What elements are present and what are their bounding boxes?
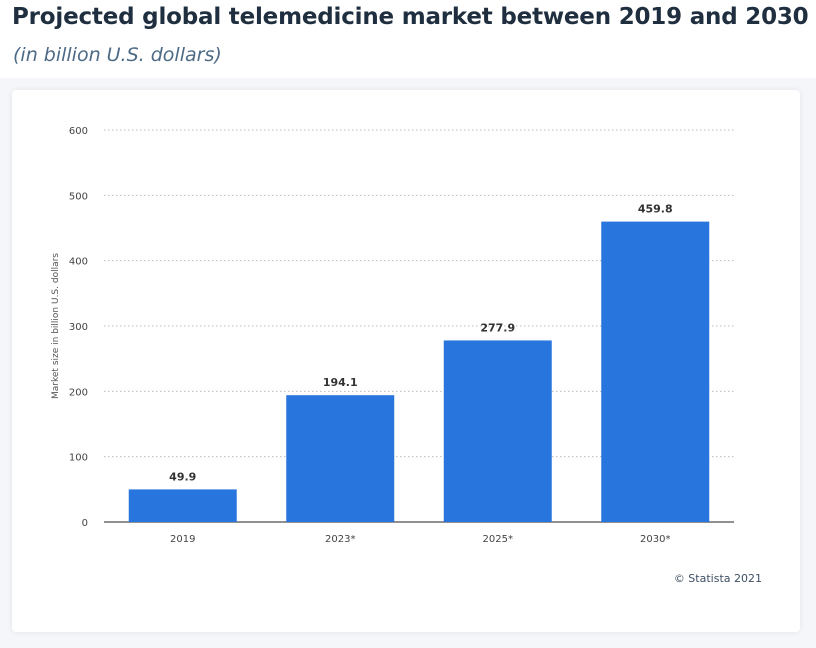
y-tick-label: 600 — [69, 126, 88, 137]
chart-subtitle: (in billion U.S. dollars) — [13, 44, 222, 66]
data-label: 277.9 — [480, 321, 515, 334]
x-axis-ticks: 2019 2023* 2025* 2030* — [170, 534, 670, 545]
y-tick-label: 500 — [69, 191, 88, 202]
y-axis-label: Market size in billion U.S. dollars — [51, 253, 61, 399]
bar-2025[interactable] — [443, 340, 552, 522]
bar-2019[interactable] — [128, 489, 237, 522]
copyright-notice[interactable]: © Statista 2021 — [673, 572, 762, 585]
x-tick-label: 2025* — [483, 534, 513, 545]
y-tick-label: 0 — [82, 518, 88, 529]
chart-title: Projected global telemedicine market bet… — [12, 4, 809, 30]
x-tick-label: 2019 — [170, 534, 195, 545]
y-tick-label: 100 — [69, 453, 88, 464]
bar-2023[interactable] — [286, 395, 395, 522]
data-labels: 49.9 194.1 277.9 459.8 — [169, 203, 672, 484]
y-tick-label: 400 — [69, 257, 88, 268]
y-tick-label: 200 — [69, 387, 88, 398]
x-tick-label: 2030* — [640, 534, 670, 545]
data-label: 459.8 — [638, 203, 673, 216]
bars — [128, 221, 710, 522]
x-tick-label: 2023* — [325, 534, 355, 545]
y-axis-ticks: 0 100 200 300 400 500 600 — [69, 126, 88, 529]
data-label: 49.9 — [169, 470, 196, 483]
bar-2030[interactable] — [601, 221, 710, 522]
y-tick-label: 300 — [69, 322, 88, 333]
data-label: 194.1 — [323, 376, 358, 389]
